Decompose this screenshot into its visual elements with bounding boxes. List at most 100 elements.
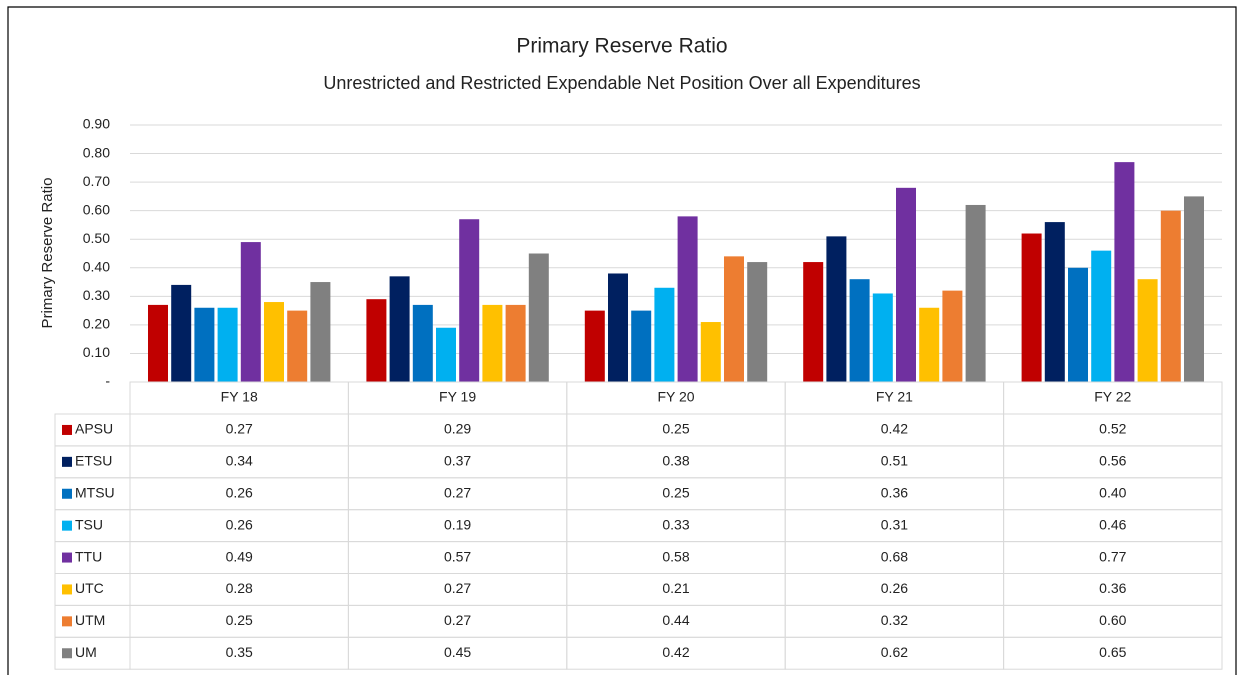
value-label: 0.36 bbox=[881, 484, 908, 500]
bar bbox=[677, 216, 698, 382]
bar bbox=[747, 262, 768, 382]
legend-label: APSU bbox=[75, 421, 113, 437]
bar bbox=[194, 307, 215, 382]
value-label: 0.27 bbox=[444, 612, 471, 628]
x-tick-label: FY 21 bbox=[876, 389, 913, 405]
value-label: 0.38 bbox=[662, 453, 689, 469]
y-tick-label: 0.10 bbox=[83, 344, 110, 360]
bar bbox=[896, 187, 916, 382]
chart-subtitle: Unrestricted and Restricted Expendable N… bbox=[323, 73, 920, 93]
bar bbox=[803, 262, 824, 382]
legend-key bbox=[62, 488, 72, 499]
legend-label: TSU bbox=[75, 516, 103, 532]
value-label: 0.31 bbox=[881, 516, 908, 532]
bar bbox=[1068, 267, 1088, 382]
bar bbox=[919, 307, 940, 382]
legend-key bbox=[62, 552, 72, 563]
bar bbox=[872, 293, 893, 382]
bar bbox=[389, 276, 410, 382]
bar bbox=[436, 327, 456, 382]
x-tick-label: FY 19 bbox=[439, 389, 476, 405]
value-label: 0.56 bbox=[1099, 453, 1126, 469]
legend-key bbox=[62, 648, 72, 659]
bar bbox=[965, 204, 986, 382]
value-label: 0.34 bbox=[226, 453, 253, 469]
bar bbox=[148, 304, 168, 382]
bar bbox=[1114, 162, 1135, 382]
value-label: 0.21 bbox=[662, 580, 689, 596]
value-label: 0.19 bbox=[444, 516, 471, 532]
bar bbox=[942, 290, 963, 382]
frame bbox=[7, 6, 1237, 675]
x-tick-label: FY 22 bbox=[1094, 389, 1131, 405]
legend-key bbox=[62, 584, 72, 595]
value-label: 0.27 bbox=[226, 421, 253, 437]
value-label: 0.25 bbox=[226, 612, 253, 628]
bar bbox=[700, 322, 721, 382]
y-tick-label: 0.40 bbox=[83, 258, 110, 274]
y-tick-label: 0.90 bbox=[83, 116, 110, 132]
value-label: 0.26 bbox=[226, 516, 253, 532]
value-label: 0.32 bbox=[881, 612, 908, 628]
legend-label: UM bbox=[75, 644, 97, 660]
bar bbox=[1184, 196, 1204, 382]
value-label: 0.25 bbox=[662, 421, 689, 437]
bar bbox=[631, 310, 652, 382]
value-label: 0.42 bbox=[881, 421, 908, 437]
bar bbox=[1137, 279, 1158, 382]
bar bbox=[608, 273, 628, 382]
value-label: 0.57 bbox=[444, 548, 471, 564]
bar bbox=[654, 287, 675, 382]
value-label: 0.26 bbox=[226, 484, 253, 500]
value-label: 0.36 bbox=[1099, 580, 1126, 596]
bar bbox=[1044, 222, 1065, 382]
bar bbox=[310, 282, 331, 382]
y-tick-label: 0.30 bbox=[83, 287, 110, 303]
y-tick-label: 0.50 bbox=[83, 230, 110, 246]
bar bbox=[459, 219, 480, 382]
bar bbox=[217, 307, 238, 382]
legend-label: UTC bbox=[75, 580, 104, 596]
chart-title: Primary Reserve Ratio bbox=[516, 35, 727, 58]
bar bbox=[826, 236, 847, 382]
value-label: 0.44 bbox=[662, 612, 689, 628]
value-label: 0.27 bbox=[444, 484, 471, 500]
bar bbox=[482, 304, 503, 382]
value-label: 0.33 bbox=[662, 516, 689, 532]
y-tick-label: 0.20 bbox=[83, 316, 110, 332]
legend-label: MTSU bbox=[75, 484, 115, 500]
legend-label: ETSU bbox=[75, 453, 112, 469]
legend-label: UTM bbox=[75, 612, 105, 628]
y-axis-label: Primary Reserve Ratio bbox=[39, 178, 56, 329]
value-label: 0.42 bbox=[662, 644, 689, 660]
y-tick-label: 0.60 bbox=[83, 201, 110, 217]
value-label: 0.49 bbox=[226, 548, 253, 564]
bar bbox=[528, 253, 549, 382]
bar bbox=[412, 304, 433, 382]
bar bbox=[287, 310, 308, 382]
bar bbox=[1021, 233, 1042, 382]
x-tick-label: FY 20 bbox=[657, 389, 694, 405]
bar bbox=[849, 279, 870, 382]
legend-key bbox=[62, 456, 72, 467]
bar bbox=[724, 256, 744, 382]
bar bbox=[1091, 250, 1112, 382]
bar bbox=[584, 310, 605, 382]
value-label: 0.52 bbox=[1099, 421, 1126, 437]
y-tick-label: - bbox=[105, 373, 110, 389]
value-label: 0.60 bbox=[1099, 612, 1126, 628]
value-label: 0.29 bbox=[444, 421, 471, 437]
bar bbox=[1160, 210, 1181, 382]
legend-key bbox=[62, 424, 72, 435]
legend-label: TTU bbox=[75, 548, 102, 564]
bar bbox=[505, 304, 526, 382]
value-label: 0.26 bbox=[881, 580, 908, 596]
value-label: 0.58 bbox=[662, 548, 689, 564]
value-label: 0.51 bbox=[881, 453, 908, 469]
value-label: 0.45 bbox=[444, 644, 471, 660]
x-tick-label: FY 18 bbox=[221, 389, 258, 405]
value-label: 0.77 bbox=[1099, 548, 1126, 564]
value-label: 0.25 bbox=[662, 484, 689, 500]
bar bbox=[171, 284, 192, 382]
